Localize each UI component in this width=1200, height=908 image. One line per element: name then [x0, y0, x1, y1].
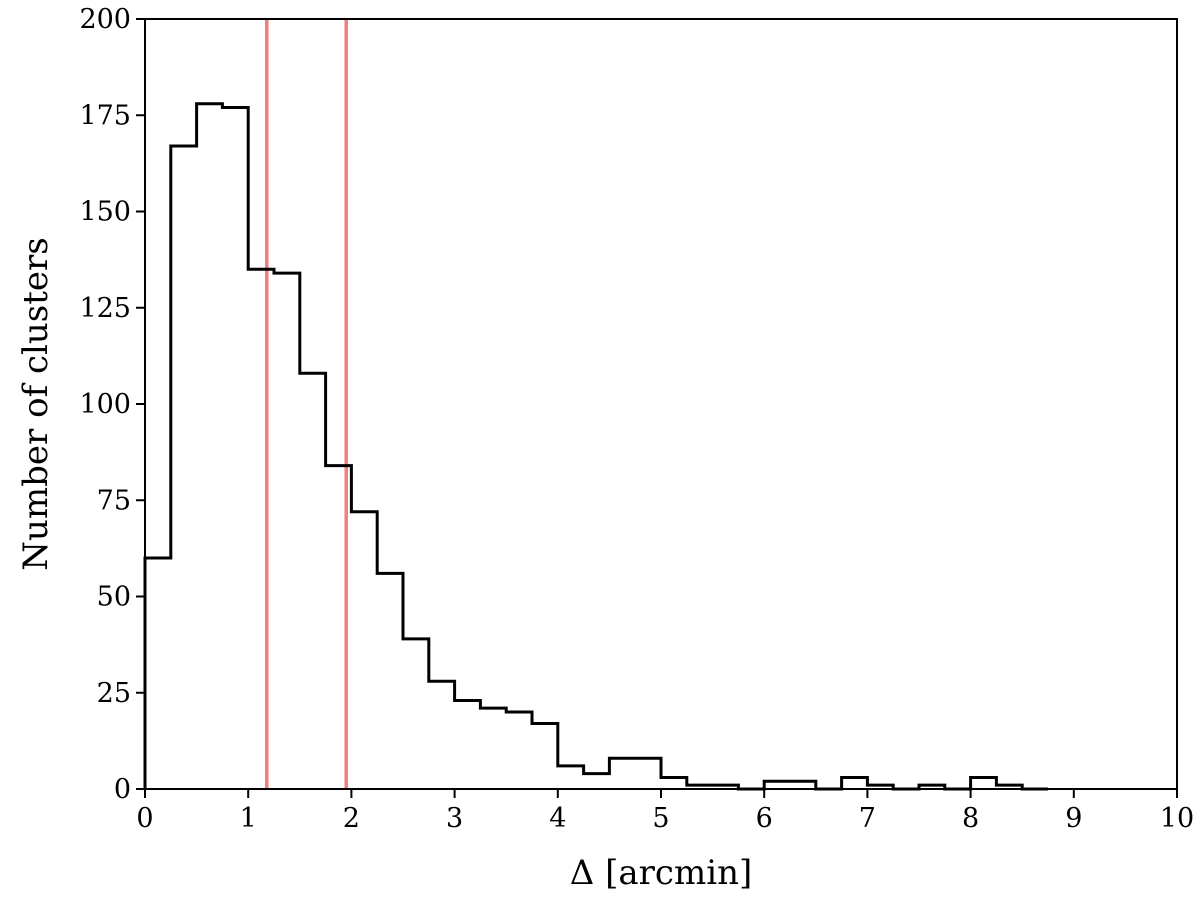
- vertical-lines-layer: [265, 19, 348, 789]
- ticks-layer: [136, 18, 1178, 798]
- y-tick-label-4: 100: [79, 389, 131, 420]
- x-tick-label-0: 0: [136, 803, 153, 834]
- x-tick-label-9: 9: [1065, 803, 1082, 834]
- y-tick-label-1: 25: [97, 678, 131, 709]
- y-tick-label-8: 200: [79, 4, 131, 35]
- histogram-step-line: [143, 102, 1048, 791]
- y-tick-label-0: 0: [114, 774, 131, 805]
- plot-frame: [144, 18, 1178, 790]
- x-tick-label-8: 8: [962, 803, 979, 834]
- x-tick-label-10: 10: [1160, 803, 1194, 834]
- x-tick-label-3: 3: [446, 803, 463, 834]
- y-axis-label: Number of clusters: [16, 237, 56, 570]
- x-tick-label-7: 7: [859, 803, 876, 834]
- x-tick-label-5: 5: [652, 803, 669, 834]
- y-tick-label-5: 125: [79, 293, 131, 324]
- y-tick-label-2: 50: [97, 582, 131, 613]
- x-axis-label: Δ [arcmin]: [570, 853, 752, 893]
- x-tick-label-1: 1: [240, 803, 257, 834]
- y-tick-label-6: 150: [79, 197, 131, 228]
- x-tick-label-6: 6: [756, 803, 773, 834]
- y-tick-label-7: 175: [79, 100, 131, 131]
- x-tick-label-4: 4: [549, 803, 566, 834]
- x-tick-label-2: 2: [343, 803, 360, 834]
- y-tick-label-3: 75: [97, 485, 131, 516]
